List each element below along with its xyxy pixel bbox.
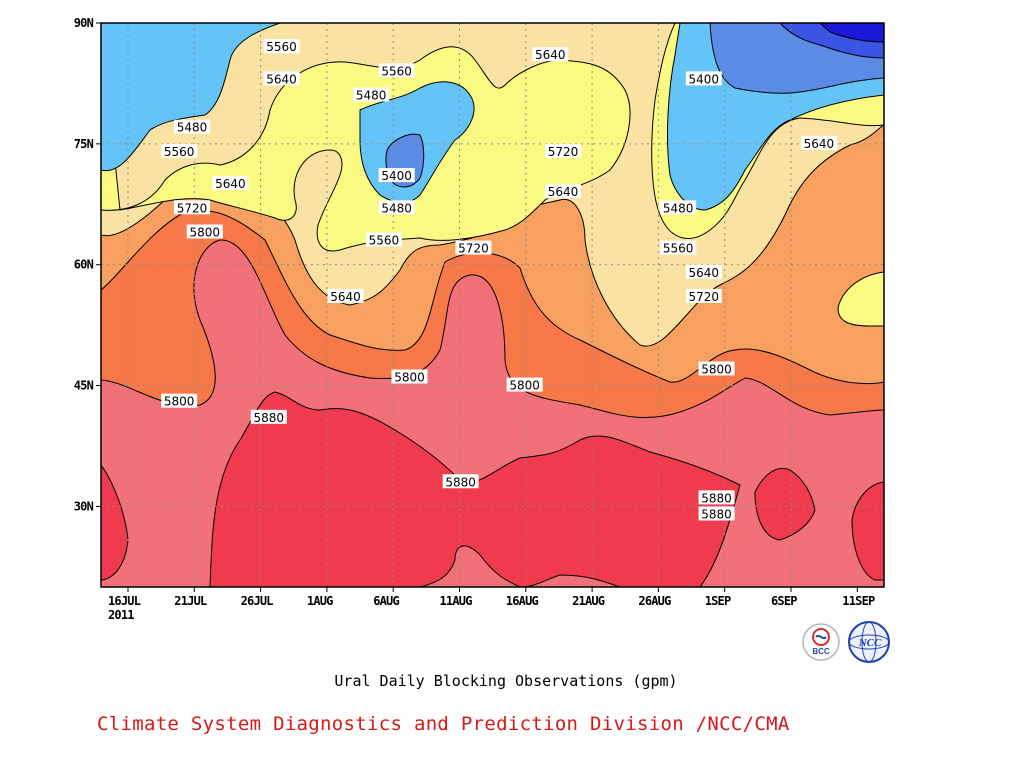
x-tick-label: 11SEP (842, 594, 875, 608)
contour-label: 5560 (381, 64, 412, 78)
contour-label: 5480 (381, 201, 412, 215)
contour-label: 5640 (688, 266, 719, 280)
chart-title: Ural Daily Blocking Observations (gpm) (334, 672, 678, 690)
contour-label: 5640 (330, 290, 361, 304)
contour-label-bg (660, 200, 697, 215)
contour-label: 5800 (509, 379, 540, 393)
contour-label: 5800 (164, 395, 195, 409)
x-tick-label: 1AUG (307, 594, 333, 608)
contour-label-bg (212, 176, 249, 191)
contour-label: 5880 (445, 475, 476, 489)
y-tick-label: 60N (74, 258, 94, 272)
x-tick-label: 6SEP (771, 594, 797, 608)
x-tick-label: 16AUG (506, 594, 539, 608)
contour-label: 5640 (266, 72, 297, 86)
contour-label: 5400 (381, 169, 412, 183)
contour-label-bg (353, 87, 390, 102)
contour-label: 5560 (266, 40, 297, 54)
contour-label: 5720 (177, 201, 208, 215)
contour-label: 5880 (701, 491, 732, 505)
contour-label: 5640 (804, 137, 835, 151)
contour-label: 5560 (164, 145, 195, 159)
contour-label-bg (161, 393, 198, 408)
contour-label: 5720 (688, 290, 719, 304)
contour-label-bg (698, 490, 735, 505)
x-tick-label: 11AUG (440, 594, 473, 608)
x-tick-label: 26JUL (241, 594, 274, 608)
contour-label: 5640 (535, 48, 566, 62)
contour-label: 5480 (356, 89, 387, 103)
x-tick-label: 21JUL (174, 594, 207, 608)
contour-label-bg (378, 63, 415, 78)
bcc-logo: BCC (802, 623, 840, 661)
x-year-label: 2011 (108, 608, 134, 622)
contour-label-bg (161, 143, 198, 158)
contour-label: 5800 (394, 371, 425, 385)
contour-labels: 5560 5640 5560 5480 5640 5400 5480 5560 5720 5640… (161, 39, 837, 521)
contour-label: 5480 (663, 201, 694, 215)
contour-label: 5720 (458, 242, 489, 256)
y-tick-label: 30N (74, 499, 94, 513)
contour-label-bg (365, 232, 402, 247)
x-tick-label: 21AUG (572, 594, 605, 608)
y-tick-label: 45N (74, 379, 94, 393)
contour-label-bg (532, 47, 569, 62)
contour-label: 5640 (215, 177, 246, 191)
x-tick-label: 26AUG (638, 594, 671, 608)
fill-5400-5480 (101, 23, 884, 211)
contour-label-bg (378, 200, 415, 215)
contour-label-bg (327, 288, 364, 303)
contour-fills (101, 23, 884, 587)
contour-label-bg (660, 240, 697, 255)
contour-label: 5880 (253, 411, 284, 425)
contour-label-bg (186, 224, 223, 239)
logos: BCC NCC (802, 621, 890, 663)
contour-label-bg (263, 71, 300, 86)
contour-label-bg (506, 377, 543, 392)
chart-footer: Climate System Diagnostics and Predictio… (97, 713, 790, 735)
contour-label-bg (263, 39, 300, 54)
contour-label: 5800 (189, 225, 220, 239)
contour-label: 5400 (688, 72, 719, 86)
contour-label-bg (250, 409, 287, 424)
grid-lines (101, 23, 884, 587)
y-tick-label: 90N (74, 16, 94, 30)
contour-label-bg (698, 506, 735, 521)
contour-label-bg (545, 184, 582, 199)
contour-label-bg (685, 264, 722, 279)
contour-label-bg (455, 240, 492, 255)
ncc-logo: NCC (848, 621, 890, 663)
contour-label-bg (391, 369, 428, 384)
x-tick-label: 16JUL (108, 594, 141, 608)
y-tick-label: 75N (74, 137, 94, 151)
contour-label: 5880 (701, 507, 732, 521)
contour-label: 5800 (701, 362, 732, 376)
contour-label: 5640 (548, 185, 579, 199)
axes: 16JUL 21JUL 26JUL 1AUG 6AUG 11AUG 16AUG 21AUG 26… (74, 16, 876, 622)
fill-yellow-pocket (837, 271, 884, 327)
ncc-logo-text: NCC (858, 637, 882, 649)
fill-above-5880-sep (754, 468, 816, 541)
fill-above-5880-main (209, 391, 741, 587)
contour-label-bg (442, 474, 479, 489)
contour-label-bg (685, 71, 722, 86)
contour-label-bg (800, 135, 837, 150)
contour-label: 5560 (369, 234, 400, 248)
contour-label: 5720 (548, 145, 579, 159)
contour-label: 5560 (663, 242, 694, 256)
contour-label-bg (378, 168, 415, 183)
x-tick-label: 1SEP (705, 594, 731, 608)
x-tick-label: 6AUG (373, 594, 399, 608)
contour-label-bg (685, 288, 722, 303)
contour-label-bg (173, 200, 210, 215)
contour-label-bg (545, 143, 582, 158)
plot-frame (100, 22, 885, 588)
bcc-logo-text: BCC (812, 647, 830, 656)
contour-label-bg (698, 361, 735, 376)
contour-label: 5480 (177, 121, 208, 135)
contour-label-bg (173, 119, 210, 134)
